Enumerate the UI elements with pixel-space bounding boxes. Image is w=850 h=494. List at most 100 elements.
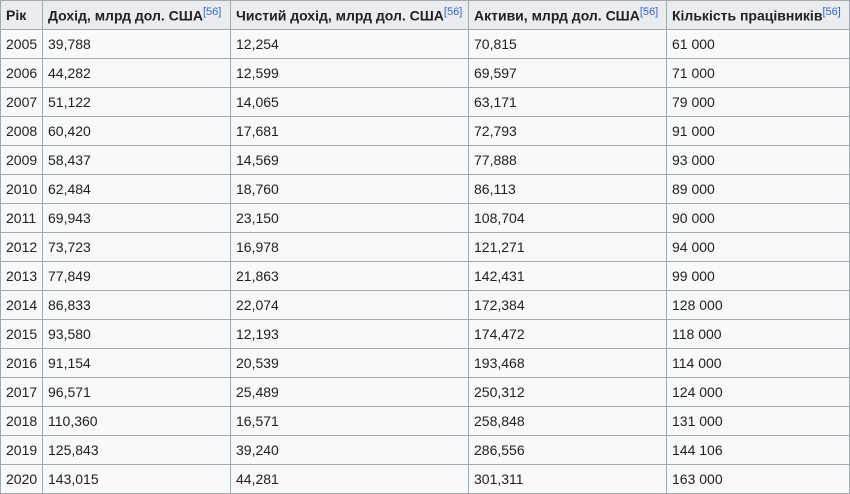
- revenue-cell: 110,360: [42, 406, 231, 436]
- table-row: 2015 93,580 12,193 174,472 118 000: [0, 319, 850, 349]
- year-cell: 2010: [0, 174, 43, 204]
- year-cell: 2007: [0, 87, 43, 117]
- reference-superscript: [56]: [203, 6, 221, 18]
- net-income-cell: 14,569: [230, 145, 469, 175]
- net-income-cell: 39,240: [230, 435, 469, 465]
- header-label: Рік: [6, 7, 27, 23]
- revenue-cell: 86,833: [42, 290, 231, 320]
- header-employees: Кількість працівників[56]: [666, 0, 850, 30]
- year-cell: 2014: [0, 290, 43, 320]
- employees-cell: 124 000: [666, 377, 850, 407]
- assets-cell: 172,384: [468, 290, 667, 320]
- revenue-cell: 62,484: [42, 174, 231, 204]
- table-row: 2012 73,723 16,978 121,271 94 000: [0, 232, 850, 262]
- assets-cell: 258,848: [468, 406, 667, 436]
- revenue-cell: 125,843: [42, 435, 231, 465]
- assets-cell: 70,815: [468, 29, 667, 59]
- employees-cell: 99 000: [666, 261, 850, 291]
- net-income-cell: 17,681: [230, 116, 469, 146]
- net-income-cell: 14,065: [230, 87, 469, 117]
- employees-cell: 163 000: [666, 464, 850, 494]
- header-label: Дохід, млрд дол. США: [48, 7, 203, 24]
- revenue-cell: 51,122: [42, 87, 231, 117]
- revenue-cell: 58,437: [42, 145, 231, 175]
- year-cell: 2013: [0, 261, 43, 291]
- year-cell: 2015: [0, 319, 43, 349]
- year-cell: 2011: [0, 203, 43, 233]
- assets-cell: 301,311: [468, 464, 667, 494]
- assets-cell: 69,597: [468, 58, 667, 88]
- table-row: 2010 62,484 18,760 86,113 89 000: [0, 174, 850, 204]
- assets-cell: 86,113: [468, 174, 667, 204]
- table-row: 2019 125,843 39,240 286,556 144 106: [0, 435, 850, 465]
- revenue-cell: 73,723: [42, 232, 231, 262]
- year-cell: 2020: [0, 464, 43, 494]
- year-cell: 2017: [0, 377, 43, 407]
- revenue-cell: 143,015: [42, 464, 231, 494]
- header-revenue: Дохід, млрд дол. США[56]: [42, 0, 231, 30]
- reference-superscript: [56]: [822, 6, 840, 18]
- year-cell: 2005: [0, 29, 43, 59]
- year-cell: 2008: [0, 116, 43, 146]
- table-row: 2016 91,154 20,539 193,468 114 000: [0, 348, 850, 378]
- reference-superscript: [56]: [640, 6, 658, 18]
- header-row: Рік Дохід, млрд дол. США[56] Чистий дохід,…: [0, 0, 850, 30]
- revenue-cell: 91,154: [42, 348, 231, 378]
- employees-cell: 79 000: [666, 87, 850, 117]
- employees-cell: 91 000: [666, 116, 850, 146]
- revenue-cell: 77,849: [42, 261, 231, 291]
- table-header: Рік Дохід, млрд дол. США[56] Чистий дохід,…: [0, 0, 850, 30]
- table-row: 2020 143,015 44,281 301,311 163 000: [0, 464, 850, 494]
- year-cell: 2019: [0, 435, 43, 465]
- assets-cell: 174,472: [468, 319, 667, 349]
- revenue-cell: 69,943: [42, 203, 231, 233]
- revenue-cell: 93,580: [42, 319, 231, 349]
- employees-cell: 118 000: [666, 319, 850, 349]
- table-row: 2013 77,849 21,863 142,431 99 000: [0, 261, 850, 291]
- revenue-cell: 60,420: [42, 116, 231, 146]
- assets-cell: 63,171: [468, 87, 667, 117]
- net-income-cell: 20,539: [230, 348, 469, 378]
- net-income-cell: 16,978: [230, 232, 469, 262]
- net-income-cell: 25,489: [230, 377, 469, 407]
- employees-cell: 94 000: [666, 232, 850, 262]
- assets-cell: 77,888: [468, 145, 667, 175]
- net-income-cell: 12,599: [230, 58, 469, 88]
- net-income-cell: 22,074: [230, 290, 469, 320]
- table-row: 2011 69,943 23,150 108,704 90 000: [0, 203, 850, 233]
- net-income-cell: 12,193: [230, 319, 469, 349]
- reference-link[interactable]: [56]: [822, 5, 841, 18]
- header-label: Чистий дохід, млрд дол. США: [236, 7, 444, 24]
- assets-cell: 121,271: [468, 232, 667, 262]
- reference-link[interactable]: [56]: [202, 5, 222, 18]
- header-assets: Активи, млрд дол. США[56]: [468, 0, 667, 30]
- table-row: 2007 51,122 14,065 63,171 79 000: [0, 87, 850, 117]
- revenue-cell: 96,571: [42, 377, 231, 407]
- reference-link[interactable]: [56]: [639, 5, 659, 18]
- table-row: 2017 96,571 25,489 250,312 124 000: [0, 377, 850, 407]
- employees-cell: 71 000: [666, 58, 850, 88]
- reference-link[interactable]: [56]: [443, 5, 463, 18]
- assets-cell: 286,556: [468, 435, 667, 465]
- net-income-cell: 18,760: [230, 174, 469, 204]
- year-cell: 2012: [0, 232, 43, 262]
- header-label: Активи, млрд дол. США: [474, 7, 640, 24]
- table-body: 2005 39,788 12,254 70,815 61 000 2006 44,282 12…: [0, 29, 850, 494]
- table-row: 2008 60,420 17,681 72,793 91 000: [0, 116, 850, 146]
- table-row: 2009 58,437 14,569 77,888 93 000: [0, 145, 850, 175]
- employees-cell: 128 000: [666, 290, 850, 320]
- employees-cell: 61 000: [666, 29, 850, 59]
- net-income-cell: 16,571: [230, 406, 469, 436]
- table-row: 2006 44,282 12,599 69,597 71 000: [0, 58, 850, 88]
- revenue-cell: 39,788: [42, 29, 231, 59]
- header-year: Рік: [0, 0, 43, 30]
- table-row: 2018 110,360 16,571 258,848 131 000: [0, 406, 850, 436]
- year-cell: 2009: [0, 145, 43, 175]
- net-income-cell: 12,254: [230, 29, 469, 59]
- year-cell: 2006: [0, 58, 43, 88]
- year-cell: 2018: [0, 406, 43, 436]
- assets-cell: 142,431: [468, 261, 667, 291]
- header-net-income: Чистий дохід, млрд дол. США[56]: [230, 0, 469, 30]
- employees-cell: 114 000: [666, 348, 850, 378]
